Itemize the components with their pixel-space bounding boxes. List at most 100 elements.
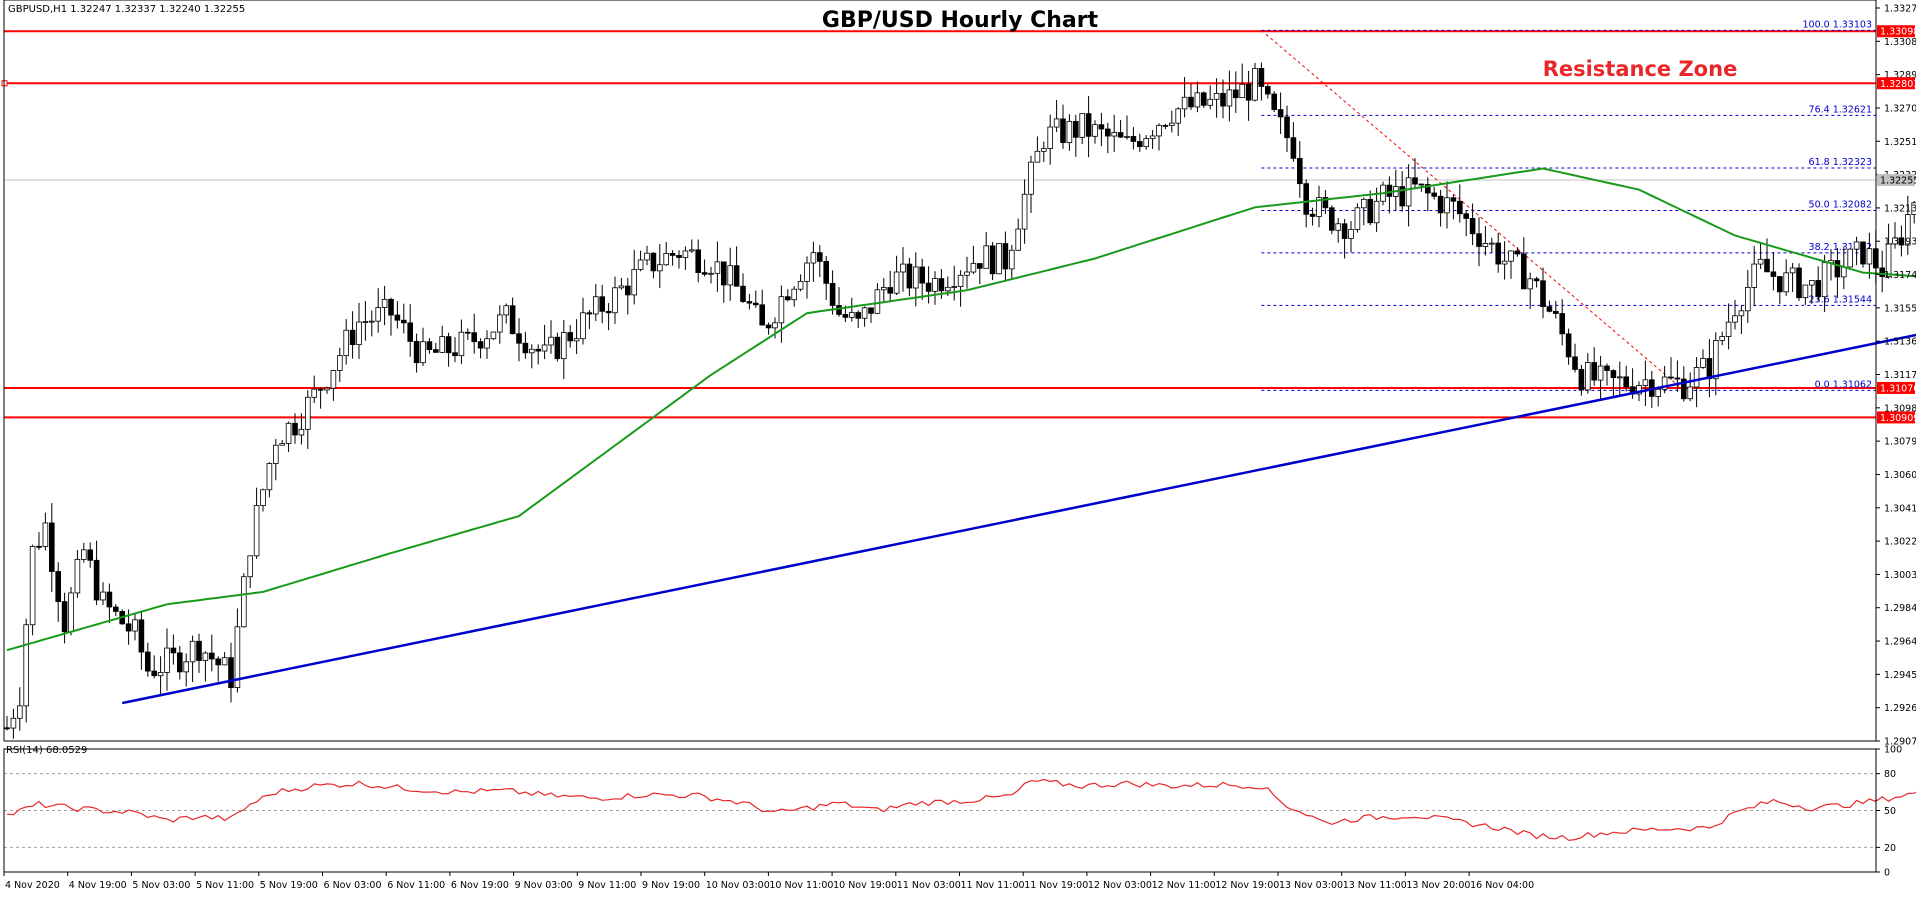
candle-body xyxy=(420,341,426,364)
price-tick-label: 1.33080 xyxy=(1884,37,1916,48)
price-tick-label: 1.29840 xyxy=(1884,603,1916,614)
candle-body xyxy=(247,555,254,578)
candle-body xyxy=(1181,96,1188,110)
candle-body xyxy=(29,545,36,626)
candle-body xyxy=(292,422,298,436)
candle-body xyxy=(1853,241,1860,250)
candle-body xyxy=(228,657,234,688)
candle-body xyxy=(932,278,938,292)
candle-body xyxy=(804,262,810,282)
candle-body xyxy=(733,265,740,287)
candle-body xyxy=(144,651,151,672)
time-tick-label: 10 Nov 03:00 xyxy=(706,880,770,891)
price-tick-label: 1.29455 xyxy=(1884,670,1916,681)
candle-body xyxy=(1021,193,1028,230)
candle-body xyxy=(1521,253,1527,290)
candle-body xyxy=(938,278,945,292)
candle-body xyxy=(426,341,433,351)
level-price-tag: 1.32803 xyxy=(1880,79,1916,90)
candle-body xyxy=(1277,109,1284,118)
candle-body xyxy=(1757,258,1764,265)
time-tick-label: 11 Nov 03:00 xyxy=(897,880,961,891)
candle-body xyxy=(125,623,132,632)
candle-body xyxy=(887,287,893,294)
candle-body xyxy=(413,341,420,364)
candle-body xyxy=(599,296,605,312)
candle-body xyxy=(1789,267,1796,274)
price-tick-label: 1.32510 xyxy=(1884,137,1916,148)
candle-body xyxy=(996,243,1002,275)
candle-body xyxy=(881,287,887,291)
moving-average-line xyxy=(6,167,1916,652)
level-price-tag: 1.30909 xyxy=(1880,413,1916,424)
candle-body xyxy=(650,252,657,272)
candle-body xyxy=(1156,125,1162,137)
candle-body xyxy=(477,341,484,349)
candle-body xyxy=(81,549,87,560)
candle-body xyxy=(753,302,759,306)
candle-body xyxy=(989,245,996,275)
candle-body xyxy=(708,272,714,275)
candle-body xyxy=(362,321,369,323)
rsi-tick-label: 0 xyxy=(1884,868,1890,879)
candle-body xyxy=(1604,365,1610,371)
rsi-tick-label: 100 xyxy=(1884,745,1902,756)
candle-body xyxy=(676,255,682,258)
candle-body xyxy=(1316,197,1322,217)
candle-body xyxy=(1329,207,1335,231)
candle-body xyxy=(208,652,215,660)
candle-body xyxy=(375,307,381,322)
candle-body xyxy=(868,307,874,314)
candle-body xyxy=(1501,260,1508,265)
candle-body xyxy=(1847,248,1854,268)
candle-body xyxy=(336,355,343,371)
candle-body xyxy=(496,314,503,333)
candle-body xyxy=(106,591,113,608)
candle-body xyxy=(593,296,599,315)
candle-body xyxy=(1636,385,1642,395)
price-tick-label: 1.30790 xyxy=(1884,437,1916,448)
time-tick-label: 16 Nov 04:00 xyxy=(1470,880,1534,891)
candle-body xyxy=(714,261,721,274)
candle-body xyxy=(157,672,164,677)
axes-layer: 1.332751.330801.328901.327001.325101.323… xyxy=(3,0,1916,891)
candle-body xyxy=(1553,310,1559,314)
price-tick-label: 1.29265 xyxy=(1884,703,1916,714)
candle-body xyxy=(1149,135,1156,140)
candle-body xyxy=(791,288,797,301)
candle-body xyxy=(368,320,375,323)
candle-body xyxy=(272,444,279,464)
candle-body xyxy=(452,352,458,357)
candle-body xyxy=(669,253,676,256)
candle-body xyxy=(1271,93,1278,110)
candle-body xyxy=(317,388,324,391)
candle-body xyxy=(823,260,829,284)
candle-body xyxy=(1879,267,1886,278)
candle-body xyxy=(1719,336,1726,341)
candle-body xyxy=(1085,113,1092,137)
candle-body xyxy=(113,606,119,612)
candle-body xyxy=(1559,313,1566,335)
time-tick-label: 5 Nov 11:00 xyxy=(196,880,254,891)
candle-body xyxy=(983,245,989,269)
candle-body xyxy=(1284,116,1290,139)
candle-body xyxy=(1143,138,1150,148)
candle-body xyxy=(400,319,407,324)
candle-body xyxy=(260,489,266,506)
level-price-tag-bg xyxy=(1877,77,1915,90)
rsi-panel: 100 80 50 20 0 xyxy=(4,745,1916,879)
candle-body xyxy=(61,601,68,633)
horizontal-levels xyxy=(1,30,1876,419)
candle-body xyxy=(1437,195,1444,214)
level-price-tag-bg xyxy=(1877,411,1915,424)
time-tick-label: 13 Nov 20:00 xyxy=(1406,880,1470,891)
price-tick-label: 1.32890 xyxy=(1884,70,1916,81)
candle-body xyxy=(1303,183,1310,215)
candle-body xyxy=(893,271,900,294)
price-tick-label: 1.31745 xyxy=(1884,270,1916,281)
fib-level-label: 100.0 1.33103 xyxy=(1802,19,1872,30)
candle-body xyxy=(529,348,535,354)
candle-body xyxy=(1713,339,1719,380)
fib-level-label: 76.4 1.32621 xyxy=(1809,104,1872,115)
candle-body xyxy=(1905,214,1911,246)
